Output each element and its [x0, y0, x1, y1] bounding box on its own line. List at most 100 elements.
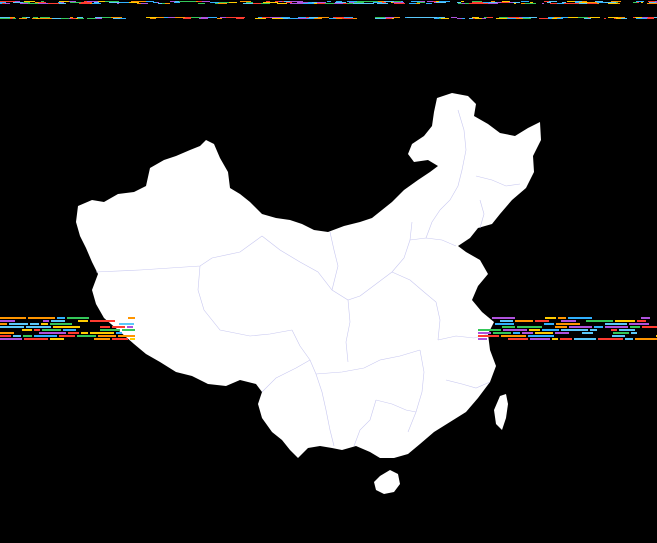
glitch-band-segment: [128, 317, 135, 319]
glitch-pixel: [40, 17, 50, 18]
glitch-band-segment: [50, 323, 72, 325]
glitch-pixel: [105, 1, 110, 2]
glitch-pixel: [420, 1, 425, 2]
glitch-pixel: [521, 3, 525, 4]
glitch-pixel: [198, 1, 202, 2]
glitch-pixel: [604, 18, 606, 19]
glitch-pixel: [552, 18, 557, 19]
glitch-pixel: [22, 17, 24, 18]
glitch-band-segment: [517, 326, 542, 328]
glitch-pixel: [616, 2, 618, 3]
glitch-pixel: [10, 17, 15, 18]
glitch-pixel: [198, 3, 205, 4]
glitch-band-segment: [561, 320, 576, 322]
glitch-pixel: [441, 18, 449, 19]
glitch-band-segment: [478, 332, 491, 334]
glitch-pixel: [270, 17, 281, 18]
glitch-pixel: [240, 1, 251, 2]
glitch-band-segment: [77, 335, 96, 337]
glitch-pixel: [655, 1, 657, 2]
glitch-band-segment: [0, 320, 15, 322]
glitch-pixel: [375, 17, 385, 18]
glitch-band-segment: [51, 320, 65, 322]
glitch-pixel: [550, 3, 557, 4]
glitch-pixel: [394, 17, 400, 18]
glitch-pixel: [437, 17, 439, 18]
taiwan-island[interactable]: [494, 394, 508, 430]
province-borders: [95, 109, 521, 447]
glitch-pixel: [509, 2, 513, 3]
glitch-pixel: [23, 2, 28, 3]
glitch-band-segment: [615, 320, 635, 322]
glitch-band-segment: [556, 323, 580, 325]
glitch-band-segment: [598, 338, 623, 340]
glitch-pixel: [458, 3, 462, 4]
glitch-pixel: [363, 3, 374, 4]
glitch-pixel: [158, 3, 162, 4]
glitch-pixel: [417, 2, 425, 3]
glitch-band-segment: [544, 323, 554, 325]
glitch-band-segment: [529, 329, 540, 331]
glitch-pixel: [405, 17, 407, 18]
glitch-pixel: [36, 18, 39, 19]
glitch-pixel: [284, 1, 290, 2]
glitch-band-segment: [493, 332, 511, 334]
glitch-band-segment: [100, 329, 120, 331]
glitch-pixel: [183, 18, 191, 19]
glitch-band-segment: [24, 338, 48, 340]
glitch-pixel: [208, 17, 217, 18]
glitch-pixel: [488, 3, 498, 4]
glitch-pixel: [568, 17, 578, 18]
glitch-pixel: [616, 18, 621, 19]
glitch-pixel: [394, 3, 405, 4]
glitch-pixel: [13, 2, 23, 3]
glitch-band-segment: [631, 332, 637, 334]
glitch-pixel: [71, 18, 76, 19]
glitch-band-segment: [495, 323, 514, 325]
glitch-pixel: [297, 2, 308, 3]
glitch-pixel: [157, 17, 164, 18]
glitch-pixel: [28, 3, 38, 4]
glitch-band-segment: [112, 326, 125, 328]
glitch-pixel: [78, 18, 84, 19]
glitch-pixel: [28, 2, 30, 3]
glitch-band-left: [0, 317, 135, 340]
glitch-pixel: [226, 17, 235, 18]
glitch-pixel: [87, 1, 98, 2]
glitch-pixel: [98, 1, 105, 2]
glitch-band-segment: [0, 332, 14, 334]
glitch-pixel: [633, 2, 637, 3]
glitch-pixel: [19, 18, 27, 19]
glitch-pixel: [290, 3, 294, 4]
glitch-pixel: [336, 1, 342, 2]
glitch-pixel: [434, 18, 439, 19]
glitch-band-segment: [59, 335, 75, 337]
glitch-band-segment: [43, 320, 49, 322]
mainland-shape[interactable]: [76, 93, 541, 458]
glitch-band-segment: [118, 335, 135, 337]
glitch-pixel: [482, 18, 484, 19]
glitch-pixel: [647, 18, 654, 19]
glitch-band-segment: [611, 329, 617, 331]
glitch-pixel: [81, 2, 92, 3]
glitch-pixel: [0, 18, 10, 19]
glitch-pixel: [648, 1, 655, 2]
glitch-pixel: [501, 2, 509, 3]
glitch-pixel: [416, 3, 420, 4]
glitch-band-segment: [34, 329, 40, 331]
glitch-pixel: [196, 1, 198, 2]
glitch-pixel: [38, 3, 48, 4]
hainan-island[interactable]: [374, 470, 400, 494]
glitch-pixel: [347, 1, 357, 2]
glitch-band-segment: [0, 317, 26, 319]
glitch-pixel: [290, 1, 299, 2]
glitch-pixel: [567, 1, 575, 2]
glitch-band-segment: [23, 335, 32, 337]
glitch-pixel: [436, 2, 446, 3]
glitch-pixel: [69, 18, 71, 19]
glitch-pixel: [472, 1, 482, 2]
glitch-band-segment: [41, 323, 48, 325]
glitch-pixel: [373, 2, 382, 3]
